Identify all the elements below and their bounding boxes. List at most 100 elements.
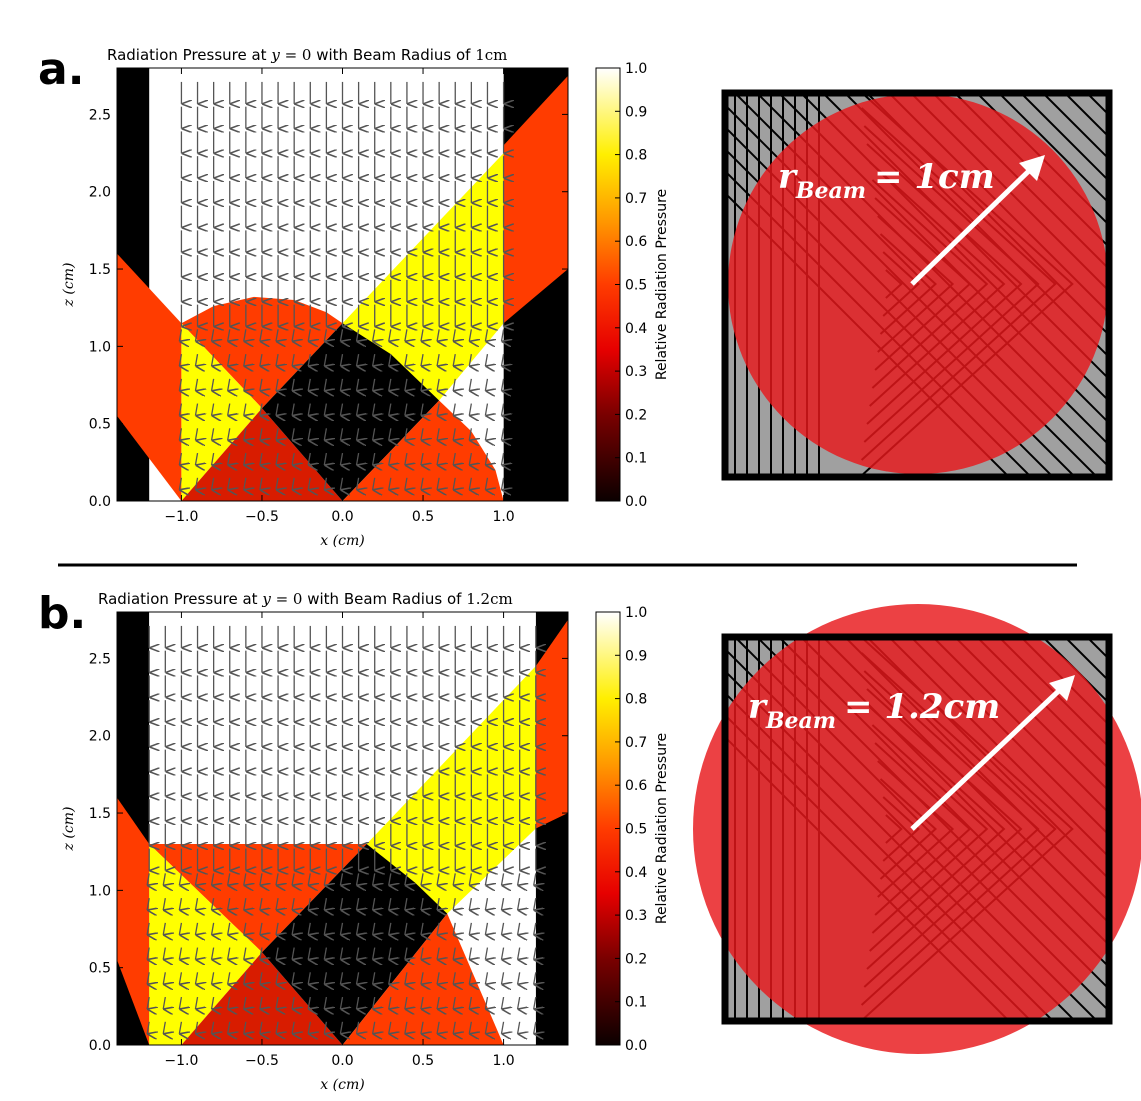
field-arrow (534, 947, 536, 960)
colorbar-tick-label: 0.2 (625, 951, 647, 967)
colorbar-tick-label: 0.0 (625, 1038, 647, 1054)
field-arrow (260, 403, 262, 416)
colorbar-tick-label: 0.0 (625, 494, 647, 510)
field-arrow (340, 1021, 342, 1034)
field-arrow (260, 972, 262, 984)
field-arrow (324, 353, 326, 366)
field-arrow (405, 972, 407, 984)
field-arrow (469, 897, 471, 910)
field-arrow (357, 378, 359, 391)
field-arrow (324, 428, 326, 440)
field-arrow (501, 428, 503, 440)
field-arrow (340, 922, 342, 935)
field-arrow (373, 996, 375, 1009)
x-tick-label: −1.0 (164, 509, 198, 525)
panel-letter-b: b. (38, 588, 86, 639)
colorbar-tick-label: 1.0 (625, 605, 647, 621)
field-arrow (501, 378, 503, 391)
field-arrow (453, 897, 455, 910)
beam-label-sub: Beam (765, 708, 836, 734)
field-arrow (324, 897, 326, 910)
field-arrow (276, 996, 278, 1009)
field-arrow (453, 996, 455, 1009)
field-arrow (421, 996, 423, 1009)
field-arrow (244, 996, 246, 1009)
y-tick-label: 0.5 (89, 417, 111, 433)
x-tick-label: 0.5 (412, 509, 434, 525)
field-arrow (308, 353, 310, 366)
beam-label-main: r (778, 157, 798, 197)
field-arrow (501, 329, 503, 341)
field-arrow (260, 428, 262, 440)
field-arrow (340, 947, 342, 960)
field-arrow (228, 873, 230, 885)
field-arrow (501, 477, 503, 490)
field-arrow (228, 477, 230, 490)
panel-letter-a: a. (38, 44, 84, 95)
field-arrow (437, 947, 439, 960)
field-arrow (195, 353, 197, 366)
field-arrow (373, 947, 375, 960)
field-arrow (244, 428, 246, 440)
x-axis-label: x (cm) (320, 533, 364, 549)
field-arrow (147, 922, 149, 935)
field-arrow (324, 477, 326, 490)
field-arrow (405, 996, 407, 1009)
field-arrow (260, 452, 262, 465)
field-arrow (389, 353, 391, 366)
field-arrow (179, 873, 181, 885)
field-arrow (212, 922, 214, 935)
field-arrow (308, 378, 310, 391)
field-arrow (212, 428, 214, 440)
field-arrow (179, 922, 181, 935)
field-arrow (501, 1021, 503, 1034)
field-arrow (308, 477, 310, 490)
field-arrow (212, 329, 214, 341)
field-arrow (260, 873, 262, 885)
field-arrow (485, 897, 487, 910)
title-eq: = 0 (276, 590, 308, 608)
field-arrow (357, 947, 359, 960)
field-arrow (292, 477, 294, 490)
colorbar-tick-label: 0.5 (625, 822, 647, 838)
y-tick-label: 2.5 (89, 107, 111, 123)
y-tick-label: 1.0 (89, 339, 111, 355)
field-arrow (389, 1021, 391, 1034)
field-arrow (292, 378, 294, 391)
field-arrow (357, 353, 359, 366)
field-arrow (437, 873, 439, 885)
field-arrow (485, 477, 487, 490)
field-arrow (195, 428, 197, 440)
field-arrow (389, 922, 391, 935)
field-arrow (357, 477, 359, 490)
field-arrow (469, 922, 471, 935)
field-arrow (195, 329, 197, 341)
field-arrow (373, 329, 375, 341)
field-arrow (195, 477, 197, 490)
field-arrow (453, 353, 455, 366)
beam-label-value: = 1.2cm (844, 687, 1000, 727)
field-arrow (453, 329, 455, 341)
region-left-red (117, 797, 150, 1045)
field-arrow (437, 922, 439, 935)
field-arrow (212, 378, 214, 391)
field-arrow (340, 403, 342, 416)
field-arrow (469, 873, 471, 885)
colorbar-tick-label: 0.7 (625, 735, 647, 751)
field-arrow (405, 477, 407, 490)
field-arrow (308, 403, 310, 416)
field-arrow (147, 897, 149, 910)
field-arrow (437, 428, 439, 440)
colorbar-tick-label: 0.8 (625, 148, 647, 164)
colorbar-tick-label: 0.3 (625, 908, 647, 924)
y-axis-label: z (cm) (61, 807, 77, 852)
field-arrow (276, 1021, 278, 1034)
field-arrow (147, 873, 149, 885)
field-arrow (195, 972, 197, 984)
field-arrow (276, 972, 278, 984)
title-eq: = 0 (285, 46, 317, 64)
field-arrow (357, 873, 359, 885)
field-arrow (244, 329, 246, 341)
title-prefix: Radiation Pressure at (98, 590, 262, 608)
colorbar-tick-label: 0.4 (625, 865, 647, 881)
